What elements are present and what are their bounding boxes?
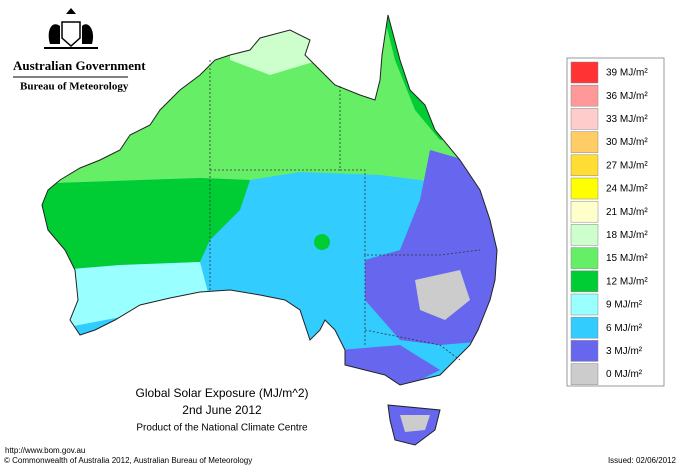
legend-label: 9 MJ/m² <box>606 300 643 311</box>
legend-swatch <box>570 363 599 385</box>
legend-label: 33 MJ/m² <box>606 114 648 125</box>
legend-label: 0 MJ/m² <box>606 369 643 380</box>
region <box>400 415 430 432</box>
copyright: © Commonwealth of Australia 2012, Austra… <box>4 456 252 465</box>
legend-swatch <box>570 84 599 107</box>
legend-label: 21 MJ/m² <box>606 207 648 218</box>
legend-label: 3 MJ/m² <box>606 346 643 357</box>
legend-label: 39 MJ/m² <box>606 68 648 79</box>
shield <box>61 21 81 48</box>
map-date: 2nd June 2012 <box>182 403 262 417</box>
legend-label: 18 MJ/m² <box>606 230 648 241</box>
bureau: Bureau of Meteorology <box>20 81 129 93</box>
crest <box>66 8 76 14</box>
legend-swatch <box>570 293 599 316</box>
map-product: Product of the National Climate Centre <box>136 423 308 434</box>
legend-swatch <box>570 108 599 130</box>
legend-swatch <box>570 270 599 293</box>
legend-swatch <box>570 224 599 246</box>
legend-label: 6 MJ/m² <box>606 323 643 334</box>
agency: Australian Government <box>13 58 146 73</box>
region <box>415 270 470 320</box>
legend-swatch <box>570 61 599 84</box>
url: http://www.bom.gov.au <box>5 446 85 455</box>
legend-label: 24 MJ/m² <box>606 184 648 195</box>
legend-label: 12 MJ/m² <box>606 276 648 287</box>
supporters <box>48 24 94 44</box>
issued: Issued: 02/06/2012 <box>608 456 677 465</box>
legend-swatch <box>570 316 599 339</box>
legend: 39 MJ/m² 36 MJ/m² 33 MJ/m² 30 MJ/m² 27 MJ/m²… <box>570 61 648 385</box>
region <box>42 262 210 340</box>
legend-swatch <box>570 177 599 200</box>
coat-of-arms <box>44 8 98 49</box>
region <box>230 15 320 75</box>
state-borders <box>209 60 481 361</box>
legend-swatch <box>570 131 599 153</box>
region <box>314 234 330 250</box>
legend-swatch <box>570 247 599 269</box>
legend-swatch <box>570 154 599 177</box>
legend-label: 30 MJ/m² <box>606 137 648 148</box>
map-title: Global Solar Exposure (MJ/m^2) <box>135 386 308 400</box>
legend-label: 36 MJ/m² <box>606 91 648 102</box>
legend-swatch <box>570 340 599 362</box>
border <box>364 329 461 361</box>
legend-swatch <box>570 200 599 223</box>
legend-label: 27 MJ/m² <box>606 160 648 171</box>
legend-label: 15 MJ/m² <box>606 253 648 264</box>
